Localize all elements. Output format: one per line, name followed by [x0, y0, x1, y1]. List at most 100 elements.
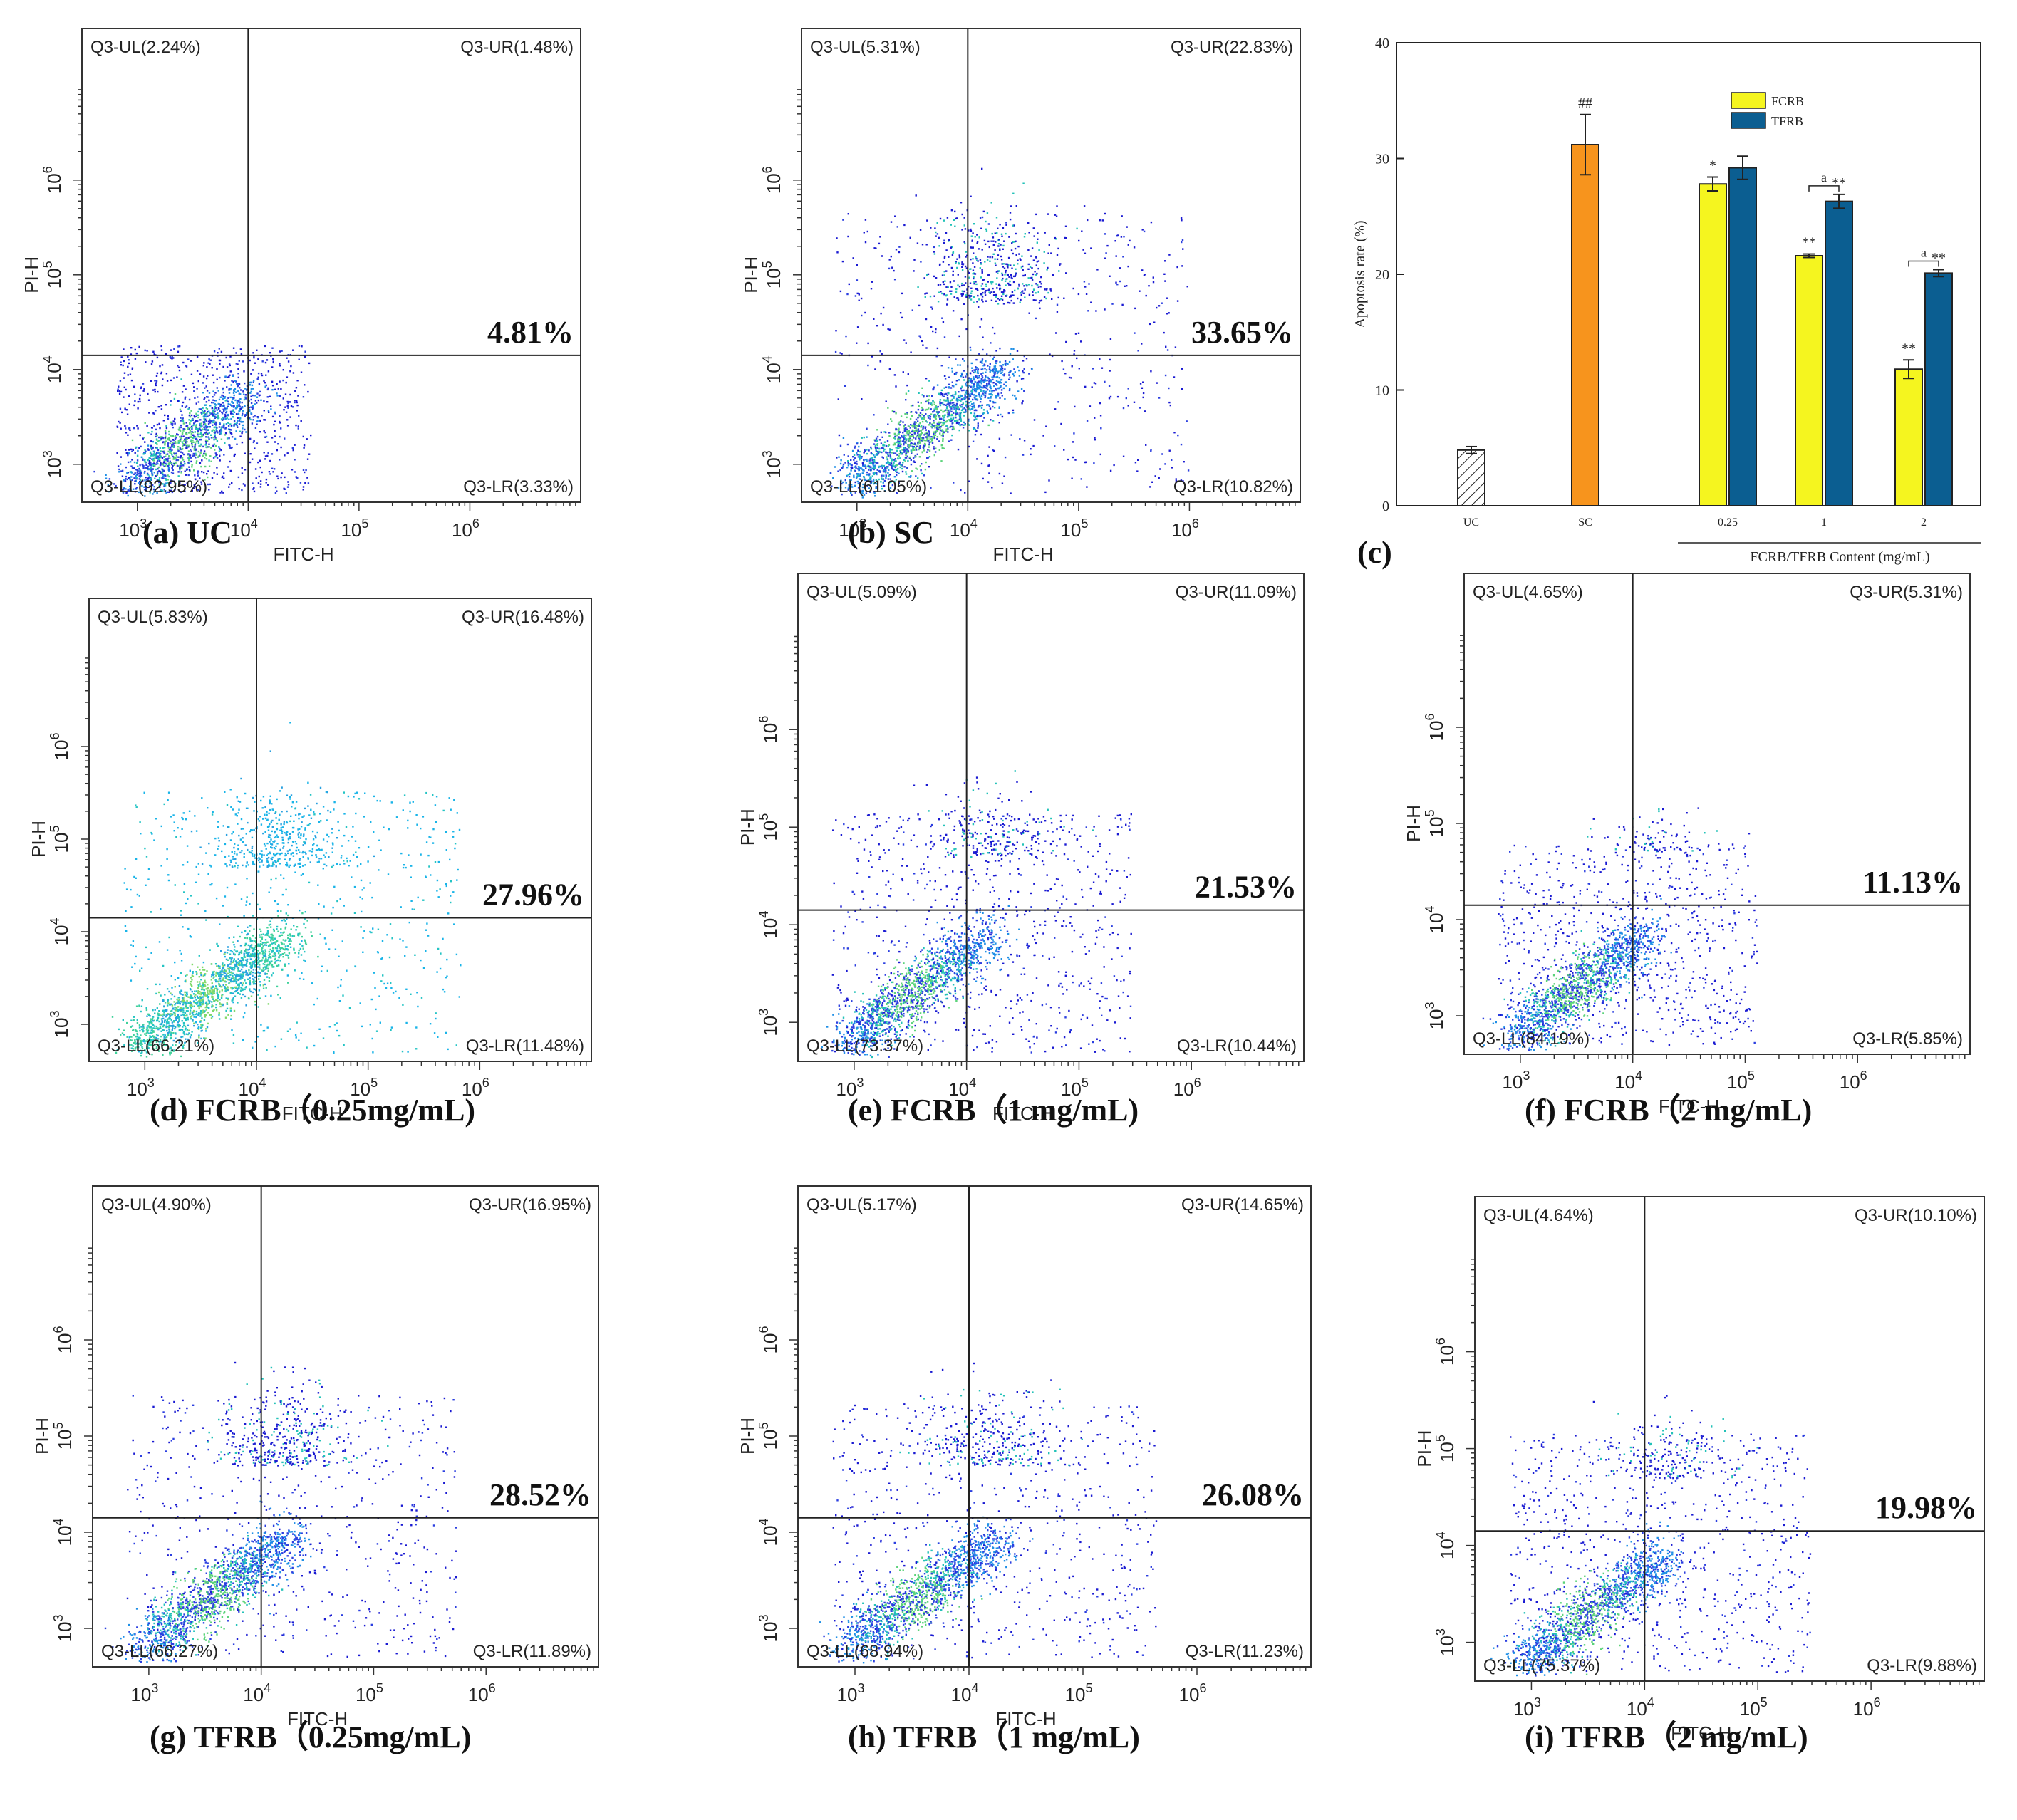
quadrant-label-ll: Q3-LL(66.27%): [101, 1642, 218, 1661]
scatter-points: [111, 722, 462, 1058]
y-tick-label: 104: [757, 1519, 781, 1546]
bar-frame: [1396, 42, 1981, 506]
quadrant-label-ul: Q3-UL(5.09%): [807, 583, 917, 602]
bar-TFRB: [1728, 167, 1757, 506]
significance-mark: **: [1832, 175, 1846, 191]
significance-mark: **: [1802, 235, 1816, 251]
legend-swatch: [1731, 112, 1766, 129]
y-tick-label: 106: [51, 1326, 76, 1354]
y-axis-title: PI-H: [1403, 805, 1424, 842]
flow-plot-svg-e: 103103104104105105106106FITC-HPI-HQ3-UL(…: [737, 573, 1305, 1124]
panel-caption-c: (c): [1357, 535, 1392, 570]
bar-UC: [1457, 449, 1485, 507]
x-tick-label: 104: [239, 1076, 266, 1100]
x-tick-label: 105: [341, 516, 368, 541]
scatter-points: [821, 770, 1132, 1059]
quadrant-label-ur: Q3-UR(16.95%): [469, 1195, 591, 1215]
quadrant-label-lr: Q3-LR(9.88%): [1867, 1656, 1977, 1675]
bracket-label: a: [1821, 170, 1827, 184]
quadrant-label-ur: Q3-UR(11.09%): [1176, 583, 1297, 602]
plot-frame: [797, 573, 1305, 1062]
plot-frame: [801, 28, 1301, 503]
panel-caption-b: (b) SC: [848, 515, 935, 550]
plot-frame: [1463, 573, 1971, 1055]
x-tick-label: 2: [1921, 516, 1927, 529]
apoptosis-total: 33.65%: [1191, 315, 1293, 350]
x-tick-label: 106: [468, 1681, 496, 1705]
y-axis-title: PI-H: [1414, 1430, 1435, 1467]
apoptosis-total: 4.81%: [487, 315, 574, 350]
x-tick-label: 106: [1173, 1076, 1201, 1100]
x-tick-label: UC: [1463, 516, 1479, 529]
apoptosis-total: 21.53%: [1195, 870, 1297, 905]
y-tick-label: 104: [48, 918, 72, 946]
y-tick-label: 105: [51, 1423, 76, 1450]
bar-SC: [1571, 144, 1599, 506]
x-tick-label: 0.25: [1718, 516, 1738, 529]
y-tick-label: 106: [41, 166, 65, 194]
x-tick-label: 103: [837, 1681, 865, 1705]
y-tick-label: 103: [757, 1009, 781, 1036]
flow-plot-svg-a: 103103104104105105106106FITC-HPI-HQ3-UL(…: [21, 28, 581, 565]
y-tick-label: 104: [41, 355, 65, 383]
quadrant-label-ul: Q3-UL(2.24%): [90, 38, 201, 57]
x-tick-label: SC: [1578, 516, 1592, 529]
y-tick-label: 104: [760, 355, 784, 383]
legend-label: FCRB: [1771, 94, 1804, 108]
y-tick-label: 103: [41, 450, 65, 478]
apoptosis-total: 11.13%: [1862, 865, 1963, 900]
quadrant-label-ul: Q3-UL(5.17%): [807, 1195, 917, 1215]
flow-plot-h: 103 103 104 104 105 105 106 106 FITC-H PI-H Q3-UL(…: [727, 1179, 1339, 1767]
y-tick-label: 105: [1433, 1435, 1458, 1462]
x-axis-title: FITC-H: [1671, 1722, 1731, 1744]
x-tick-label: 105: [1740, 1695, 1768, 1720]
scatter-points: [829, 167, 1190, 499]
bar-FCRB: [1894, 368, 1923, 506]
x-tick-label: 105: [1065, 1681, 1093, 1705]
bar-FCRB: [1699, 183, 1727, 506]
y-tick-label: 103: [1423, 1002, 1447, 1030]
flow-plot-d: 103 103 104 104 105 105 106 106 FITC-H PI-H Q3-UL(…: [18, 591, 620, 1161]
bar-FCRB: [1795, 255, 1823, 506]
flow-plot-svg-i: 103103104104105105106106FITC-HPI-HQ3-UL(…: [1414, 1196, 1985, 1744]
y-tick-label: 106: [757, 1326, 781, 1354]
scatter-points: [819, 1362, 1158, 1664]
significance-mark: ##: [1578, 95, 1592, 111]
quadrant-label-lr: Q3-LR(10.82%): [1173, 477, 1293, 496]
flow-plot-e: 103 103 104 104 105 105 106 106 FITC-H PI-H Q3-UL(…: [727, 566, 1332, 1161]
quadrant-label-ur: Q3-UR(10.10%): [1855, 1206, 1977, 1225]
y-axis-title: PI-H: [740, 256, 762, 293]
flow-plot-svg-h: 103 103 104 104 105 105 106 106 FITC-H PI-H Q3-UL(…: [737, 1185, 1312, 1730]
apoptosis-bar-chart: 0 10 20 30 40 Apoptosis rate (%) ## * ** ** a ** ** a…: [1352, 28, 1995, 570]
quadrant-label-ul: Q3-UL(5.83%): [98, 608, 208, 627]
x-axis-title: FITC-H: [1659, 1096, 1719, 1117]
x-axis-title: FITC-H: [992, 1103, 1053, 1124]
x-tick-label: 106: [1179, 1681, 1207, 1705]
y-tick-label: 105: [41, 261, 65, 288]
scatter-points: [93, 345, 312, 497]
quadrant-label-ll: Q3-LL(61.05%): [810, 477, 927, 496]
x-tick-label: 106: [452, 516, 479, 541]
panel-caption-h: (h) TFRB（1 mg/mL): [848, 1720, 1140, 1754]
significance-mark: **: [1902, 340, 1916, 356]
legend-label: TFRB: [1771, 114, 1803, 128]
x-tick-label: 105: [356, 1681, 383, 1705]
y-tick-label: 104: [51, 1519, 76, 1546]
panel-caption-a: (a) UC: [142, 515, 232, 550]
y-tick-label: 104: [757, 911, 781, 939]
y-tick-label: 106: [757, 716, 781, 744]
quadrant-label-ll: Q3-LL(92.95%): [90, 477, 207, 496]
panel-caption-d: (d) FCRB（0.25mg/mL): [150, 1093, 476, 1128]
significance-mark: **: [1932, 251, 1946, 266]
flow-plot-i: 103 103 104 104 105 105 106 106 FITC-H PI-H Q3-UL(…: [1404, 1190, 2013, 1781]
x-tick-label: 104: [950, 516, 978, 541]
x-tick-label: 1: [1821, 516, 1827, 529]
bar-TFRB: [1924, 272, 1953, 506]
y-tick-label: 103: [757, 1615, 781, 1643]
apoptosis-total: 19.98%: [1875, 1490, 1977, 1525]
bracket-label: a: [1921, 246, 1927, 260]
y-tick-label: 103: [51, 1615, 76, 1643]
